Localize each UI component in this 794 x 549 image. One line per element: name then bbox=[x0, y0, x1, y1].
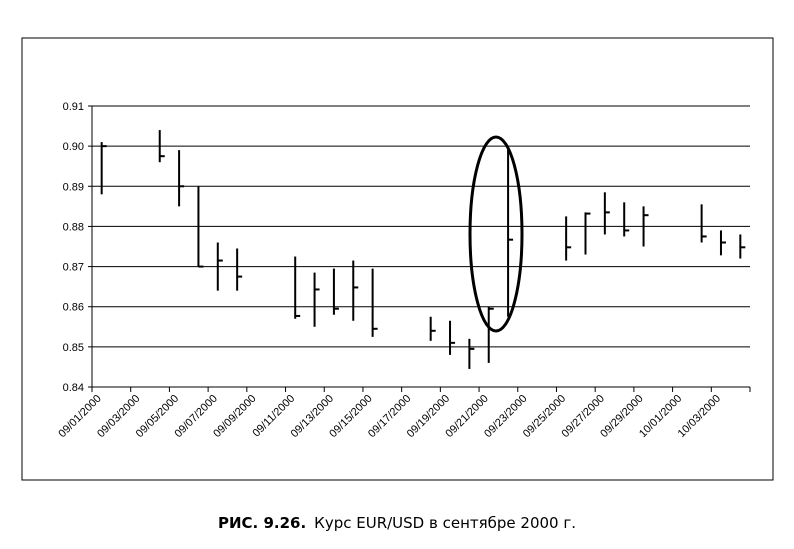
y-tick-label: 0.88 bbox=[63, 221, 84, 233]
y-tick-label: 0.84 bbox=[63, 382, 84, 394]
highlight-ellipse bbox=[468, 135, 524, 333]
y-tick-label: 0.87 bbox=[63, 262, 84, 274]
y-tick-label: 0.90 bbox=[63, 141, 84, 153]
y-tick-label: 0.85 bbox=[63, 342, 84, 354]
caption: РИС. 9.26. Курс EUR/USD в сентябре 2000 г… bbox=[218, 514, 576, 532]
caption-label: РИС. 9.26. bbox=[218, 514, 306, 532]
y-tick-label: 0.86 bbox=[63, 302, 84, 314]
chart-border bbox=[21, 37, 774, 481]
caption-text: Курс EUR/USD в сентябре 2000 г. bbox=[314, 514, 576, 532]
y-tick-label: 0.91 bbox=[63, 101, 84, 113]
y-tick-label: 0.89 bbox=[63, 181, 84, 193]
